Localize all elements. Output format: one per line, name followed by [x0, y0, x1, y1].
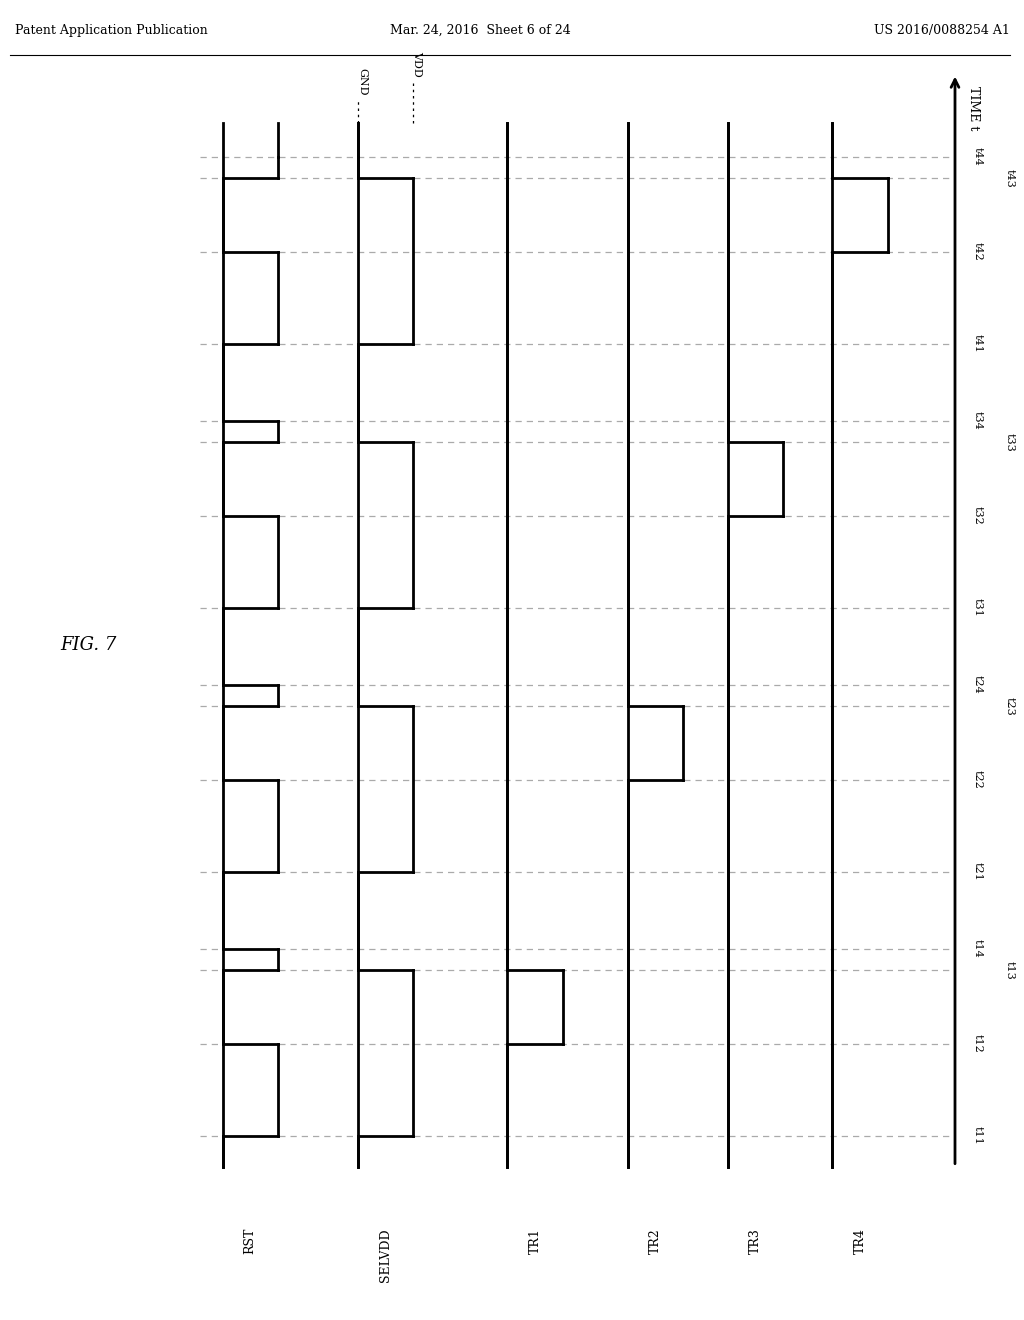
Text: Mar. 24, 2016  Sheet 6 of 24: Mar. 24, 2016 Sheet 6 of 24 [389, 24, 570, 37]
Text: t11: t11 [973, 1126, 983, 1146]
Text: TR1: TR1 [528, 1228, 542, 1254]
Text: Patent Application Publication: Patent Application Publication [15, 24, 208, 37]
Text: t44: t44 [973, 148, 983, 166]
Text: RST: RST [244, 1228, 256, 1254]
Text: t12: t12 [973, 1035, 983, 1053]
Text: GND: GND [357, 67, 368, 95]
Text: t31: t31 [973, 598, 983, 618]
Text: t22: t22 [973, 771, 983, 789]
Text: t33: t33 [1005, 433, 1015, 451]
Text: TR2: TR2 [648, 1228, 662, 1254]
Text: SELVDD: SELVDD [379, 1228, 391, 1282]
Text: VDD: VDD [413, 51, 423, 77]
Text: t41: t41 [973, 334, 983, 354]
Text: US 2016/0088254 A1: US 2016/0088254 A1 [874, 24, 1010, 37]
Text: t24: t24 [973, 676, 983, 694]
Text: t43: t43 [1005, 169, 1015, 187]
Text: FIG. 7: FIG. 7 [60, 636, 117, 653]
Text: t21: t21 [973, 862, 983, 882]
Text: t32: t32 [973, 507, 983, 525]
Text: t42: t42 [973, 243, 983, 261]
Text: t13: t13 [1005, 961, 1015, 979]
Text: TIME t: TIME t [967, 86, 980, 131]
Text: TR4: TR4 [853, 1228, 866, 1254]
Text: t23: t23 [1005, 697, 1015, 715]
Text: t14: t14 [973, 940, 983, 958]
Text: t34: t34 [973, 412, 983, 430]
Text: TR3: TR3 [749, 1228, 762, 1254]
